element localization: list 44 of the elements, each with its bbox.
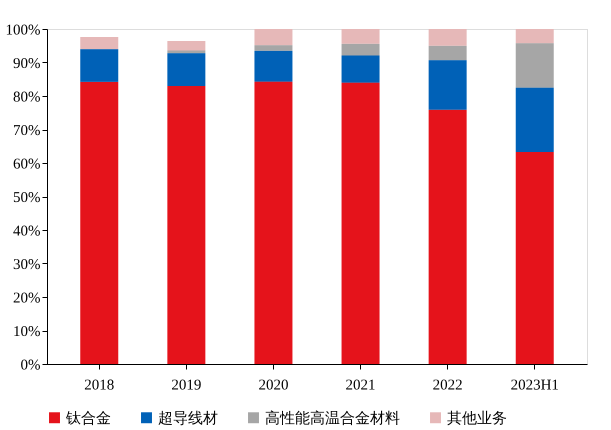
legend-label: 超导线材 xyxy=(158,410,218,427)
y-tick-label: 20% xyxy=(13,290,40,306)
x-tick-label: 2020 xyxy=(258,378,288,394)
bar xyxy=(254,45,292,51)
bar xyxy=(516,88,554,152)
y-tick-label: 50% xyxy=(13,190,40,206)
bar xyxy=(254,82,292,364)
y-tick-label: 40% xyxy=(13,224,40,240)
bar xyxy=(167,50,206,54)
bar xyxy=(342,82,380,364)
x-tick-label: 2022 xyxy=(432,378,463,394)
bar xyxy=(516,152,554,364)
x-tick-label: 2018 xyxy=(84,378,114,394)
bar xyxy=(254,29,292,46)
bar xyxy=(80,82,118,364)
bar xyxy=(342,44,380,56)
bar xyxy=(428,46,467,60)
y-tick-label: 80% xyxy=(13,90,40,106)
bar xyxy=(428,29,467,46)
bar xyxy=(80,49,118,82)
bar xyxy=(342,29,380,44)
bar xyxy=(80,37,118,50)
y-tick-label: 0% xyxy=(20,358,40,374)
y-tick-label: 70% xyxy=(13,123,40,139)
bar xyxy=(342,55,380,83)
legend-label: 高性能高温合金材料 xyxy=(265,410,400,427)
y-tick-label: 60% xyxy=(13,156,40,172)
x-tick-label: 2023H1 xyxy=(510,378,559,394)
bar xyxy=(428,110,467,364)
bar xyxy=(167,86,206,364)
bar xyxy=(254,50,292,82)
bar xyxy=(167,41,206,50)
bar xyxy=(516,43,554,88)
bar xyxy=(516,29,554,44)
y-tick-label: 100% xyxy=(6,22,40,38)
y-tick-label: 90% xyxy=(13,56,40,72)
bar xyxy=(428,60,467,110)
x-tick-label: 2021 xyxy=(346,378,376,394)
legend-label: 其他业务 xyxy=(447,410,507,427)
y-tick-label: 30% xyxy=(13,257,40,273)
y-tick-label: 10% xyxy=(13,324,40,340)
x-tick-label: 2019 xyxy=(171,378,202,394)
legend-label: 钛合金 xyxy=(65,410,111,427)
bar xyxy=(167,53,206,86)
